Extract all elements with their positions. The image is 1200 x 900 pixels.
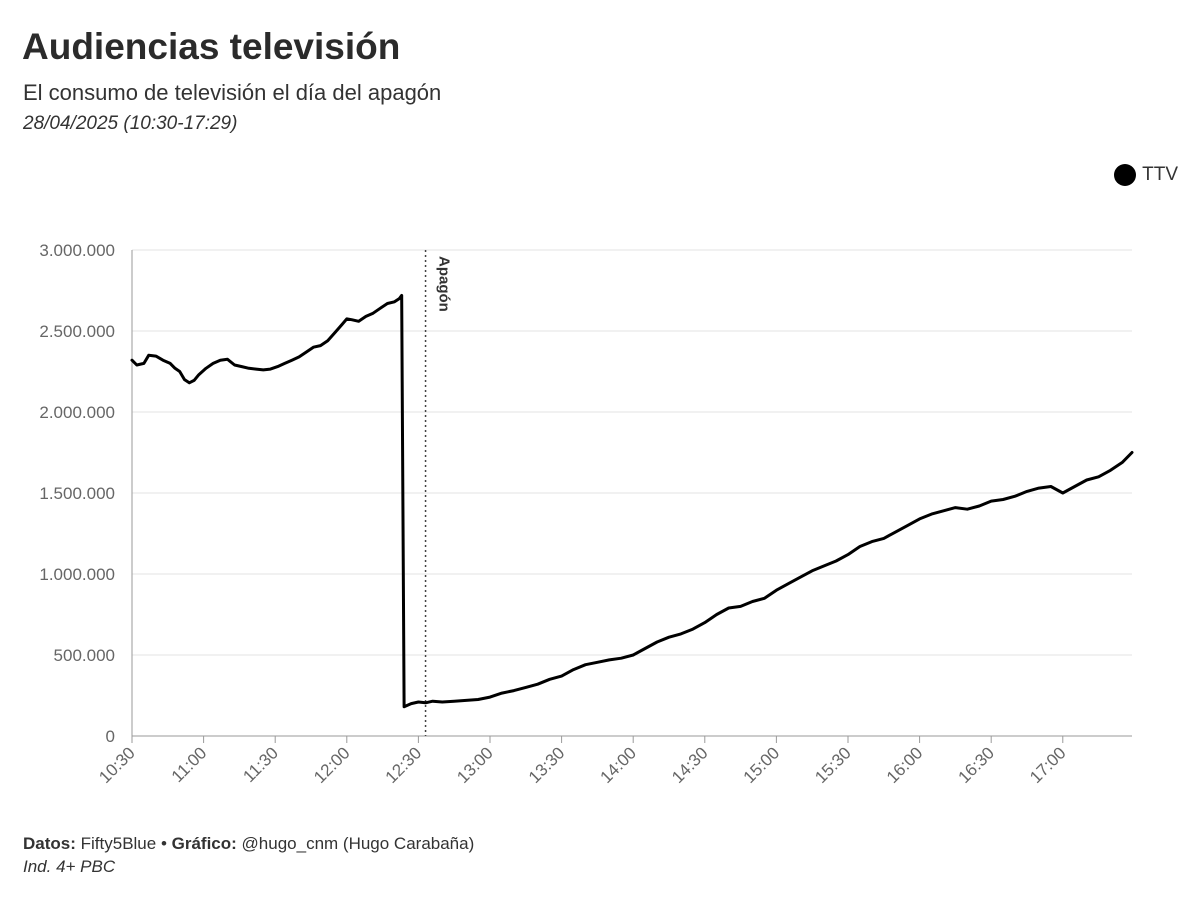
y-tick-label: 500.000 <box>54 646 115 665</box>
x-tick-label: 12:00 <box>310 743 354 787</box>
chart-subtitle: El consumo de televisión el día del apag… <box>23 80 442 105</box>
x-tick-label: 10:30 <box>95 743 139 787</box>
legend: TTV <box>1114 164 1178 186</box>
x-tick-label: 17:00 <box>1026 743 1070 787</box>
gridlines <box>132 249 1132 737</box>
x-tick-label: 15:30 <box>811 743 855 787</box>
annotation-label: Apagón <box>436 256 453 312</box>
x-tick-label: 13:30 <box>525 743 569 787</box>
x-tick-label: 14:30 <box>668 743 712 787</box>
source-credit: Datos: Fifty5Blue • Gráfico: @hugo_cnm (… <box>23 834 474 854</box>
x-tick-label: 14:00 <box>597 743 641 787</box>
x-tick-label: 12:30 <box>382 743 426 787</box>
chart-title: Audiencias televisión <box>22 26 401 67</box>
x-tick-label: 11:00 <box>168 743 211 786</box>
y-tick-label: 1.000.000 <box>39 565 115 584</box>
chart-date-range: 28/04/2025 (10:30-17:29) <box>23 113 238 134</box>
annotation-layer: Apagón <box>424 250 453 736</box>
audience-note: Ind. 4+ PBC <box>23 857 116 876</box>
legend-swatch <box>1114 164 1137 186</box>
series-layer <box>130 293 1134 709</box>
y-tick-label: 2.500.000 <box>39 322 115 341</box>
x-tick-label: 16:00 <box>883 743 927 787</box>
legend-label: TTV <box>1142 164 1178 185</box>
datos-value: Fifty5Blue • <box>75 834 172 853</box>
y-tick-label: 0 <box>106 727 115 746</box>
x-tick-label: 11:30 <box>239 743 282 786</box>
x-tick-label: 13:00 <box>453 743 497 787</box>
datos-label: Datos: <box>23 834 76 853</box>
y-tick-label: 1.500.000 <box>39 484 115 503</box>
grafico-label: Gráfico: <box>171 834 237 853</box>
y-tick-label: 3.000.000 <box>39 241 115 260</box>
y-tick-label: 2.000.000 <box>39 403 115 422</box>
grafico-value: @hugo_cnm (Hugo Carabaña) <box>236 834 475 853</box>
series-line-ttv <box>130 293 1134 709</box>
x-tick-label: 15:00 <box>740 743 784 787</box>
x-axis: 10:30 11:00 11:30 12:00 12:30 13:00 13:30 14:00… <box>95 736 1070 787</box>
y-axis: 0 500.000 1.000.000 1.500.000 2.000.000 2.500… <box>39 241 133 746</box>
x-tick-label: 16:30 <box>954 743 998 787</box>
